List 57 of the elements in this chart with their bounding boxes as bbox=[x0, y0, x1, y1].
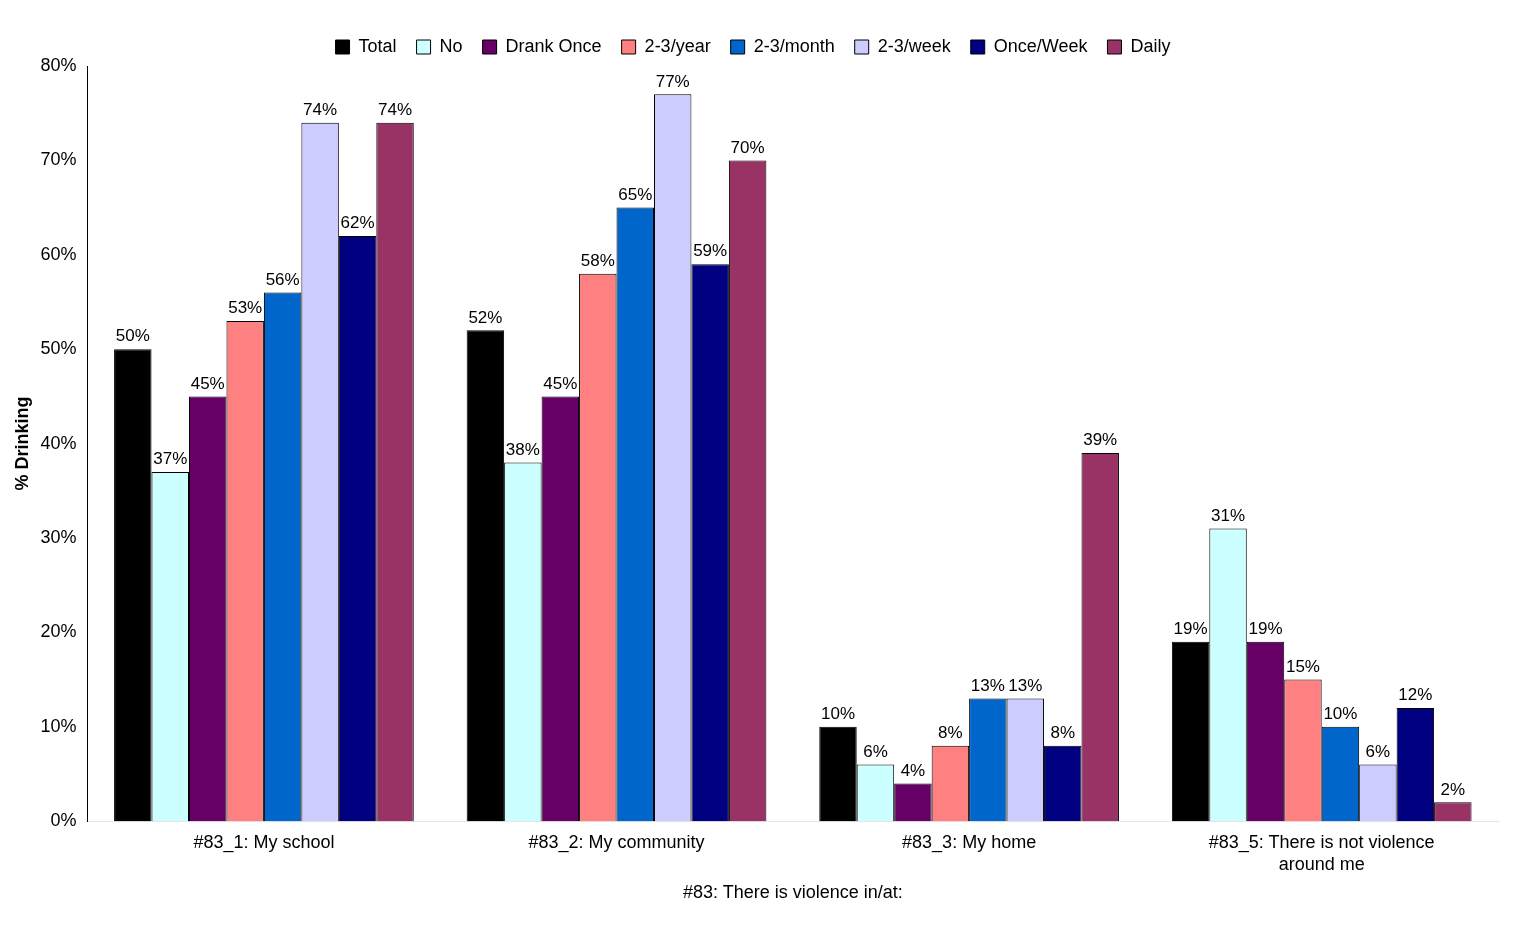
legend-label: 2-3/month bbox=[753, 35, 835, 56]
data-label: 31% bbox=[1211, 505, 1246, 525]
data-label: 39% bbox=[1083, 430, 1118, 450]
data-label: 74% bbox=[378, 99, 413, 119]
data-label: 45% bbox=[190, 373, 225, 393]
data-label: 77% bbox=[655, 71, 690, 91]
data-label: 52% bbox=[468, 307, 503, 327]
data-label: 74% bbox=[303, 99, 338, 119]
bar bbox=[1171, 641, 1210, 822]
x-tick-label: #83_3: My home bbox=[902, 831, 1037, 853]
y-tick-label: 20% bbox=[40, 621, 77, 642]
y-tick-label: 0% bbox=[50, 810, 77, 831]
legend-label: 2-3/week bbox=[877, 35, 952, 56]
data-label: 4% bbox=[900, 760, 926, 780]
data-label: 15% bbox=[1285, 656, 1320, 676]
legend-label: 2-3/year bbox=[644, 35, 711, 56]
data-label: 8% bbox=[1050, 722, 1076, 742]
data-label: 70% bbox=[730, 137, 765, 157]
y-tick-label: 10% bbox=[40, 715, 77, 736]
bar bbox=[466, 330, 505, 822]
data-label: 19% bbox=[1248, 619, 1283, 639]
x-tick-label: #83_2: My community bbox=[528, 831, 705, 853]
x-tick-label: #83_5: There is not violence around me bbox=[1208, 831, 1435, 874]
y-tick-label: 50% bbox=[40, 338, 77, 359]
legend-label: Daily bbox=[1130, 35, 1171, 56]
legend-label: Total bbox=[358, 35, 397, 56]
x-tick-label: #83_1: My school bbox=[193, 831, 335, 853]
y-tick-label: 30% bbox=[40, 526, 77, 547]
data-label: 10% bbox=[820, 703, 855, 723]
x-axis-title: #83: There is violence in/at: bbox=[682, 882, 903, 903]
data-label: 50% bbox=[115, 326, 150, 346]
data-label: 53% bbox=[228, 298, 263, 318]
data-label: 8% bbox=[938, 722, 963, 742]
data-label: 13% bbox=[970, 675, 1005, 695]
data-label: 13% bbox=[1008, 675, 1043, 695]
legend-label: Drank Once bbox=[505, 35, 602, 56]
data-label: 37% bbox=[153, 449, 188, 469]
data-label: 45% bbox=[543, 373, 578, 393]
data-label: 58% bbox=[580, 250, 615, 270]
data-label: 19% bbox=[1173, 619, 1208, 639]
data-label: 10% bbox=[1323, 703, 1358, 723]
data-label: 12% bbox=[1398, 685, 1433, 705]
y-tick-label: 70% bbox=[40, 149, 77, 170]
data-label: 6% bbox=[1365, 741, 1391, 761]
data-label: 2% bbox=[1440, 779, 1466, 799]
data-label: 38% bbox=[505, 439, 540, 459]
y-tick-label: 80% bbox=[40, 54, 77, 75]
data-label: 59% bbox=[693, 241, 728, 261]
y-tick-label: 40% bbox=[40, 432, 77, 453]
data-label: 6% bbox=[863, 741, 888, 761]
data-label: 65% bbox=[618, 184, 653, 204]
legend-label: Once/Week bbox=[993, 35, 1089, 56]
y-tick-label: 60% bbox=[40, 243, 77, 264]
legend-label: No bbox=[439, 35, 463, 56]
data-label: 62% bbox=[340, 213, 375, 233]
data-label: 56% bbox=[265, 269, 300, 289]
y-axis-title: % Drinking bbox=[11, 396, 32, 491]
